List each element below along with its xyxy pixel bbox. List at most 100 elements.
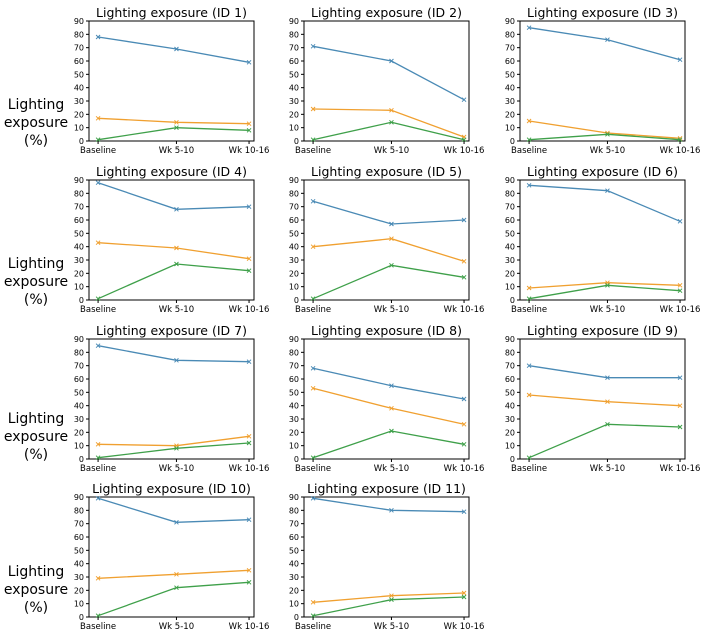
chart-5-title: Lighting exposure (ID 5) [311,164,462,179]
chart-3: Lighting exposure (ID 3) 0 10 20 30 40 50 60 70 8… [505,5,701,156]
chart-8-series-orange-point-3 [461,421,467,427]
chart-7-frame [88,338,255,460]
chart-9-ytick-label-0: 0 [510,455,515,464]
chart-1-series-blue-point-1 [95,34,101,40]
chart-2-xtick-label-2: Wk 5-10 [374,146,409,156]
chart-11-series-blue-point-1 [310,495,316,501]
chart-2-frame [303,20,470,142]
chart-4-series-green-line [97,263,250,300]
chart-6-ytick-label-60: 60 [505,216,515,225]
chart-5-series-orange-point-2 [389,236,394,242]
chart-9-series-blue-line [529,365,680,379]
chart-7-series-blue-point-2 [174,357,179,363]
chart-7-ytick-label-40: 40 [74,402,84,411]
chart-2-series-blue-point-3 [461,97,467,103]
chart-6-series-green-point-1 [526,296,532,302]
chart-5-ytick-label-80: 80 [289,189,299,198]
chart-3-ytick-label-10: 10 [505,124,515,133]
chart-9-series-blue-point-2 [605,375,610,381]
chart-1-series-blue-point-3 [246,59,252,65]
chart-7-series-blue-point-3 [246,359,252,365]
chart-1-frame [88,20,255,142]
row-label-1-line1: Lighting [7,97,65,113]
chart-5-ytick-label-30: 30 [289,256,299,265]
chart-1-ytick-label-60: 60 [74,57,84,66]
chart-9-series-blue-point-3 [677,375,683,381]
chart-3-series-orange-line [529,120,681,139]
chart-7-series-orange-point-1 [95,441,101,447]
chart-2: Lighting exposure (ID 2) 0 10 20 30 40 50 60 70 8… [289,5,485,156]
row-label-1-line2: exposure (%) [3,115,69,149]
chart-4-title: Lighting exposure (ID 4) [96,164,247,179]
chart-5-series-orange-line [313,238,465,262]
row-label-4-line2: exposure (%) [3,582,69,616]
chart-6-xtick-label-3: Wk 10-16 [660,305,701,315]
chart-10-ytick-label-20: 20 [74,586,84,595]
chart-10-xtick-label-2: Wk 5-10 [159,622,194,632]
chart-11-ytick-label-70: 70 [289,520,299,529]
chart-4-xtick-label-1: Baseline [80,305,116,315]
chart-3-series-blue-point-3 [677,57,683,63]
chart-3-series-blue-point-2 [605,37,610,43]
chart-11-series-green-point-3 [461,594,467,600]
chart-2-ytick-label-60: 60 [289,57,299,66]
chart-8-frame [303,338,470,460]
chart-4-series-green-point-1 [95,296,101,302]
chart-10-series-orange-point-2 [174,571,179,577]
chart-4-xtick-label-3: Wk 10-16 [229,305,270,315]
chart-11-title: Lighting exposure (ID 11) [307,481,466,496]
chart-8-xtick-label-3: Wk 10-16 [444,464,485,474]
chart-6: Lighting exposure (ID 6) 0 10 20 30 40 50 60 70 8… [505,164,701,315]
chart-8-ytick-label-80: 80 [289,348,299,357]
chart-5-ytick-label-20: 20 [289,269,299,278]
chart-5-ytick-label-50: 50 [289,229,299,238]
chart-9-xtick-label-2: Wk 5-10 [590,464,625,474]
chart-6-series-green-point-3 [677,288,683,294]
chart-7-ytick-label-70: 70 [74,362,84,371]
chart-10-xtick-label-1: Baseline [80,622,116,632]
chart-11-series-blue-point-3 [461,509,467,515]
chart-8-series-green-line [312,430,465,459]
chart-8-ytick-label-0: 0 [294,455,299,464]
chart-5-series-blue-point-3 [461,217,467,223]
chart-5-series-blue-line [312,200,465,225]
chart-2-ytick-label-40: 40 [289,84,299,93]
chart-11: Lighting exposure (ID 11) 0 10 20 30 40 50 60 70… [289,481,485,632]
chart-9-series-green-point-3 [677,424,683,430]
row-label-3-line2: exposure (%) [3,429,69,463]
chart-5-series-orange-point-3 [461,258,467,264]
chart-10-series-orange-point-1 [95,575,101,581]
chart-9: Lighting exposure (ID 9) 0 10 20 30 40 50 60 70 8… [505,323,701,474]
chart-9-series-green-point-2 [605,421,610,427]
chart-5-ytick-label-40: 40 [289,243,299,252]
chart-10: Lighting exposure (ID 10) 0 10 20 30 40 50 60 70… [74,481,270,632]
chart-1-series-green-line [98,127,250,141]
chart-9-series-orange-line [529,394,681,407]
chart-6-xtick-label-1: Baseline [511,305,547,315]
chart-2-ytick-label-70: 70 [289,44,299,53]
chart-2-ytick-label-50: 50 [289,70,299,79]
chart-10-ytick-label-60: 60 [74,533,84,542]
chart-5: Lighting exposure (ID 5) 0 10 20 30 40 50 60 70 8… [289,164,485,315]
row-label-4: Lighting exposure (%) [2,563,70,617]
chart-4-ytick-label-70: 70 [74,203,84,212]
chart-6-series-blue-point-3 [677,218,683,224]
chart-6-series-green-point-2 [605,282,610,288]
chart-2-series-blue-point-2 [389,58,394,64]
chart-1-series-orange-point-1 [95,115,101,121]
chart-4-series-green-point-2 [174,261,179,267]
chart-2-xtick-label-1: Baseline [295,146,331,156]
chart-4-series-blue-line [97,182,250,210]
chart-3-series-green-point-1 [526,137,532,143]
chart-3-ytick-label-30: 30 [505,97,515,106]
chart-1-series-orange-point-3 [246,121,252,127]
chart-3-series-blue-point-1 [526,25,532,31]
chart-10-series-green-line [97,581,250,617]
chart-6-series-blue-point-1 [526,182,532,188]
chart-3-ytick-label-70: 70 [505,44,515,53]
chart-4-ytick-label-0: 0 [79,296,84,305]
chart-7-title: Lighting exposure (ID 7) [96,323,247,338]
chart-10-title: Lighting exposure (ID 10) [92,481,251,496]
chart-7-xtick-label-3: Wk 10-16 [229,464,270,474]
chart-4-series-orange-line [98,242,250,260]
